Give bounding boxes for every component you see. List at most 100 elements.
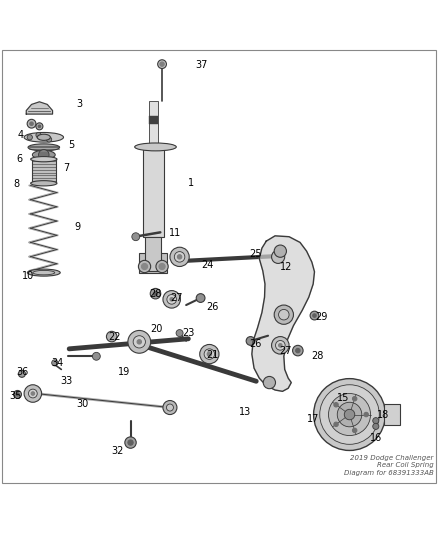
Circle shape xyxy=(24,385,42,402)
Text: 32: 32 xyxy=(112,446,124,456)
Bar xyxy=(149,116,158,124)
Circle shape xyxy=(272,336,289,354)
Circle shape xyxy=(174,252,185,262)
Polygon shape xyxy=(26,102,53,114)
Circle shape xyxy=(28,389,37,398)
Text: 37: 37 xyxy=(195,60,207,70)
Ellipse shape xyxy=(24,133,64,142)
Text: 19: 19 xyxy=(118,367,131,377)
Text: 27: 27 xyxy=(279,345,292,356)
Text: 26: 26 xyxy=(249,340,261,350)
Text: 27: 27 xyxy=(170,293,183,303)
Circle shape xyxy=(293,345,303,356)
Text: 1: 1 xyxy=(188,178,194,188)
Circle shape xyxy=(170,247,189,266)
Text: 6: 6 xyxy=(17,154,23,164)
Circle shape xyxy=(166,404,173,411)
Circle shape xyxy=(163,400,177,415)
Ellipse shape xyxy=(27,269,60,276)
Circle shape xyxy=(153,292,158,296)
Circle shape xyxy=(36,123,43,130)
Text: 5: 5 xyxy=(68,140,74,150)
Ellipse shape xyxy=(32,150,55,159)
Circle shape xyxy=(274,305,293,324)
Circle shape xyxy=(177,255,182,259)
Circle shape xyxy=(314,378,385,450)
Text: 15: 15 xyxy=(337,393,350,403)
Circle shape xyxy=(246,336,255,345)
Circle shape xyxy=(138,260,151,273)
Circle shape xyxy=(373,423,379,430)
Text: 17: 17 xyxy=(307,414,319,424)
Text: 21: 21 xyxy=(206,350,218,360)
Text: 22: 22 xyxy=(109,333,121,343)
Text: 16: 16 xyxy=(370,433,382,443)
Bar xyxy=(143,147,164,237)
Circle shape xyxy=(36,133,41,138)
Text: 26: 26 xyxy=(206,302,218,312)
Circle shape xyxy=(141,263,148,270)
Circle shape xyxy=(263,376,276,389)
Circle shape xyxy=(158,60,166,69)
Text: 4: 4 xyxy=(18,130,24,140)
Circle shape xyxy=(353,397,357,401)
Circle shape xyxy=(163,290,180,308)
Circle shape xyxy=(128,440,133,445)
Circle shape xyxy=(38,125,41,128)
Ellipse shape xyxy=(33,270,55,275)
Circle shape xyxy=(176,329,183,336)
Circle shape xyxy=(353,428,357,433)
Text: 7: 7 xyxy=(64,163,70,173)
Circle shape xyxy=(133,336,145,348)
Text: 36: 36 xyxy=(17,367,29,377)
Text: 30: 30 xyxy=(77,399,89,409)
Circle shape xyxy=(14,391,21,398)
Circle shape xyxy=(344,409,355,420)
Circle shape xyxy=(106,332,117,342)
Ellipse shape xyxy=(31,181,57,186)
Ellipse shape xyxy=(37,134,50,140)
Circle shape xyxy=(337,402,362,427)
Bar xyxy=(145,237,161,271)
Circle shape xyxy=(16,393,19,396)
Circle shape xyxy=(274,245,286,257)
Circle shape xyxy=(373,418,379,424)
Text: 12: 12 xyxy=(280,262,293,272)
Bar xyxy=(32,159,56,183)
Circle shape xyxy=(46,137,52,142)
Circle shape xyxy=(27,119,36,128)
Circle shape xyxy=(137,340,141,344)
Circle shape xyxy=(320,385,379,445)
Ellipse shape xyxy=(28,144,60,151)
Circle shape xyxy=(204,349,215,359)
Text: 3: 3 xyxy=(77,100,83,109)
Circle shape xyxy=(200,344,219,364)
Text: 28: 28 xyxy=(149,289,161,298)
Circle shape xyxy=(160,62,164,66)
Bar xyxy=(149,101,158,148)
Circle shape xyxy=(31,392,35,395)
Text: 33: 33 xyxy=(60,376,73,386)
Text: 23: 23 xyxy=(182,328,194,338)
Text: 11: 11 xyxy=(169,228,181,238)
Text: 13: 13 xyxy=(239,407,251,417)
Text: 20: 20 xyxy=(150,324,162,334)
Circle shape xyxy=(207,352,212,356)
Circle shape xyxy=(276,341,285,350)
Circle shape xyxy=(128,330,151,353)
Circle shape xyxy=(156,260,168,273)
Text: 10: 10 xyxy=(22,271,34,281)
Circle shape xyxy=(313,314,316,317)
Circle shape xyxy=(334,402,338,407)
Circle shape xyxy=(310,311,319,320)
Text: 24: 24 xyxy=(201,260,214,270)
Circle shape xyxy=(334,422,338,426)
Text: 9: 9 xyxy=(74,222,81,232)
Circle shape xyxy=(18,370,25,377)
Circle shape xyxy=(30,122,33,125)
Circle shape xyxy=(296,349,300,353)
Ellipse shape xyxy=(31,157,57,162)
Circle shape xyxy=(279,344,282,347)
Ellipse shape xyxy=(134,143,176,151)
Circle shape xyxy=(272,251,285,263)
